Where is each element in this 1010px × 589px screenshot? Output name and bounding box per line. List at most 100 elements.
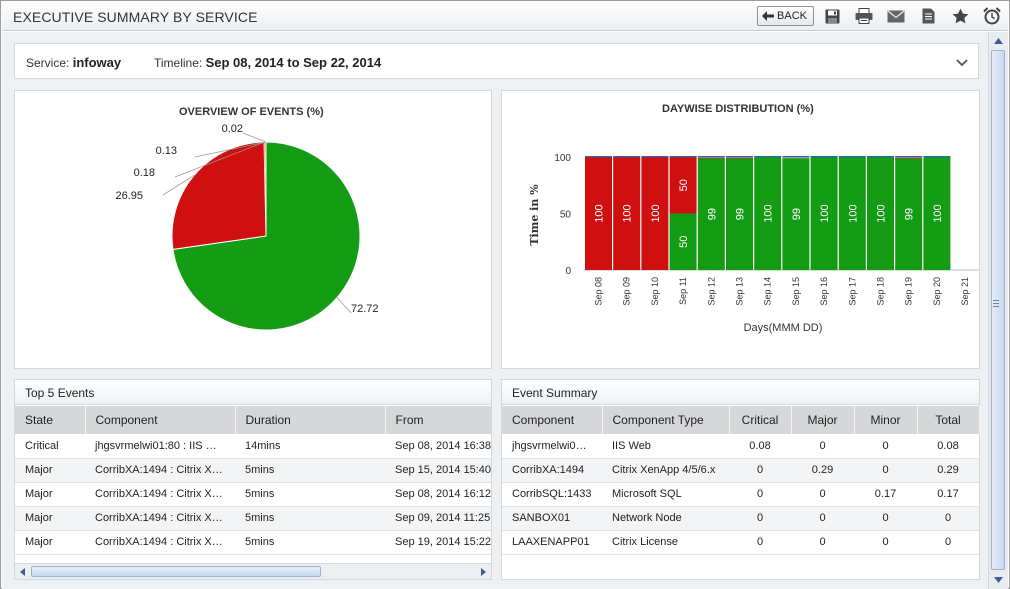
table-cell: 0.08 xyxy=(917,434,979,459)
scroll-left-icon[interactable] xyxy=(17,566,29,578)
bar-segment[interactable] xyxy=(726,157,753,159)
title-bar: EXECUTIVE SUMMARY BY SERVICE BACK xyxy=(2,2,1008,31)
scroll-down-icon[interactable] xyxy=(991,573,1006,587)
bar-top-edge xyxy=(669,156,697,158)
bar-segment[interactable] xyxy=(895,157,923,158)
pie-slice-label: 0.18 xyxy=(134,167,155,179)
y-tick-label: 50 xyxy=(560,210,572,221)
bar-segment[interactable] xyxy=(895,157,923,159)
bar-segment[interactable] xyxy=(613,157,641,270)
horizontal-scrollbar[interactable] xyxy=(15,563,491,579)
table-cell: 0 xyxy=(729,458,791,483)
column-header[interactable]: Duration xyxy=(235,406,386,434)
bar-top-edge xyxy=(923,156,951,158)
column-header[interactable]: Component xyxy=(502,406,603,434)
events-overview-panel: OVERVIEW OF EVENTS (%) 72.72 26.95 0.18 0.1… xyxy=(14,90,492,369)
column-header[interactable]: State xyxy=(15,406,86,434)
table-row[interactable]: LAAXENAPP01 Citrix License 0 0 0 0 xyxy=(502,530,979,555)
table-cell: 0 xyxy=(791,434,854,459)
back-button[interactable]: BACK xyxy=(757,6,814,26)
column-header[interactable]: Critical xyxy=(729,406,792,434)
table-cell: 0.17 xyxy=(854,482,917,507)
bar-segment[interactable] xyxy=(754,157,782,270)
bar-data-label: 99 xyxy=(706,208,718,220)
favorite-star-icon[interactable] xyxy=(948,5,972,27)
vertical-scrollbar[interactable] xyxy=(988,32,1008,589)
table-row[interactable]: SANBOX01 Network Node 0 0 0 0 xyxy=(502,506,979,531)
scroll-up-icon[interactable] xyxy=(991,34,1006,48)
table-row[interactable]: CorribXA:1494 Citrix XenApp 4/5/6.x 0 0.29 0… xyxy=(502,458,979,483)
pie-slice[interactable] xyxy=(171,141,267,250)
timeline-label: Timeline: xyxy=(154,56,203,70)
column-header[interactable]: Major xyxy=(791,406,855,434)
back-arrow-icon xyxy=(762,11,775,21)
bar-segment[interactable] xyxy=(585,157,612,270)
event-summary-title: Event Summary xyxy=(502,380,979,405)
events-pie-chart: 72.72 26.95 0.180.13 0.02 xyxy=(115,123,379,331)
table-cell: 0 xyxy=(791,482,854,507)
table-row[interactable]: Major CorribXA:1494 : Citrix XenApp 5mins S… xyxy=(15,530,491,555)
horizontal-scroll-thumb[interactable] xyxy=(31,566,321,577)
bar-segment[interactable] xyxy=(782,158,810,270)
table-cell: 5mins xyxy=(235,530,385,555)
table-cell: 0.29 xyxy=(791,458,854,483)
table-cell: CorribXA:1494 : Citrix XenApp xyxy=(85,482,235,507)
column-header[interactable]: Minor xyxy=(854,406,918,434)
bar-segment[interactable] xyxy=(923,157,951,270)
bar-data-label: 100 xyxy=(622,204,634,222)
bar-segment[interactable] xyxy=(697,157,725,159)
page-title: EXECUTIVE SUMMARY BY SERVICE xyxy=(13,9,258,25)
vertical-scroll-thumb[interactable] xyxy=(991,50,1005,570)
print-icon[interactable] xyxy=(852,5,876,27)
table-row[interactable]: Major CorribXA:1494 : Citrix XenApp 5mins S… xyxy=(15,458,491,483)
mail-icon[interactable] xyxy=(884,5,908,27)
table-cell: 0 xyxy=(854,506,917,531)
bar-segment[interactable] xyxy=(867,157,894,270)
top-events-table: State Component Duration From Critical jhgsv… xyxy=(15,406,491,555)
bar-data-label: 100 xyxy=(819,204,831,222)
x-tick-label: Sep 15 xyxy=(791,277,801,306)
bar-data-label: 50 xyxy=(678,236,690,248)
table-cell: 0 xyxy=(854,458,917,483)
bar-segment[interactable] xyxy=(810,157,838,270)
service-filter: Service: infoway xyxy=(26,55,121,70)
table-row[interactable]: Critical jhgsvrmelwi01:80 : IIS Web 14mins… xyxy=(15,434,491,459)
column-header[interactable]: Total xyxy=(917,406,980,434)
table-cell: 0 xyxy=(729,530,791,555)
table-row[interactable]: Major CorribXA:1494 : Citrix XenApp 5mins S… xyxy=(15,482,491,507)
bar-segment[interactable] xyxy=(669,157,697,214)
bar-data-label: 100 xyxy=(594,204,606,222)
bar-segment[interactable] xyxy=(726,158,753,270)
alarm-clock-icon[interactable] xyxy=(980,5,1004,27)
back-button-label: BACK xyxy=(777,10,807,22)
save-icon[interactable] xyxy=(820,5,844,27)
table-row[interactable]: Major CorribXA:1494 : Citrix XenApp 5mins S… xyxy=(15,506,491,531)
scroll-right-icon[interactable] xyxy=(477,566,489,578)
report-icon[interactable] xyxy=(916,5,940,27)
table-cell: 5mins xyxy=(235,482,385,507)
bar-segment[interactable] xyxy=(697,157,725,158)
bar-segment[interactable] xyxy=(641,157,669,270)
table-row[interactable]: CorribSQL:1433 Microsoft SQL 0 0 0.17 0.17 xyxy=(502,482,979,507)
column-header[interactable]: From xyxy=(385,406,491,434)
dashboard-content: Service: infoway Timeline: Sep 08, 2014 … xyxy=(2,32,988,589)
bar-top-edge xyxy=(697,156,725,158)
bar-segment[interactable] xyxy=(669,213,697,271)
bar-segment[interactable] xyxy=(782,157,810,159)
bar-segment[interactable] xyxy=(895,158,923,270)
table-row[interactable]: jhgsvrmelwi01:80 IIS Web 0.08 0 0 0.08 xyxy=(502,434,979,459)
column-header[interactable]: Component Type xyxy=(602,406,730,434)
table-cell: 5mins xyxy=(235,506,385,531)
column-header[interactable]: Component xyxy=(85,406,236,434)
bar-data-label: 100 xyxy=(876,204,888,222)
bar-segment[interactable] xyxy=(838,157,866,270)
table-cell: 0 xyxy=(729,506,791,531)
table-cell: Major xyxy=(15,458,85,483)
x-tick-label: Sep 18 xyxy=(876,277,886,306)
bar-segment[interactable] xyxy=(726,157,753,158)
table-cell: CorribXA:1494 : Citrix XenApp xyxy=(85,530,235,555)
table-cell: 14mins xyxy=(235,434,385,459)
y-tick-label: 0 xyxy=(565,266,571,277)
chevron-down-icon[interactable] xyxy=(956,56,968,70)
bar-segment[interactable] xyxy=(697,158,725,270)
